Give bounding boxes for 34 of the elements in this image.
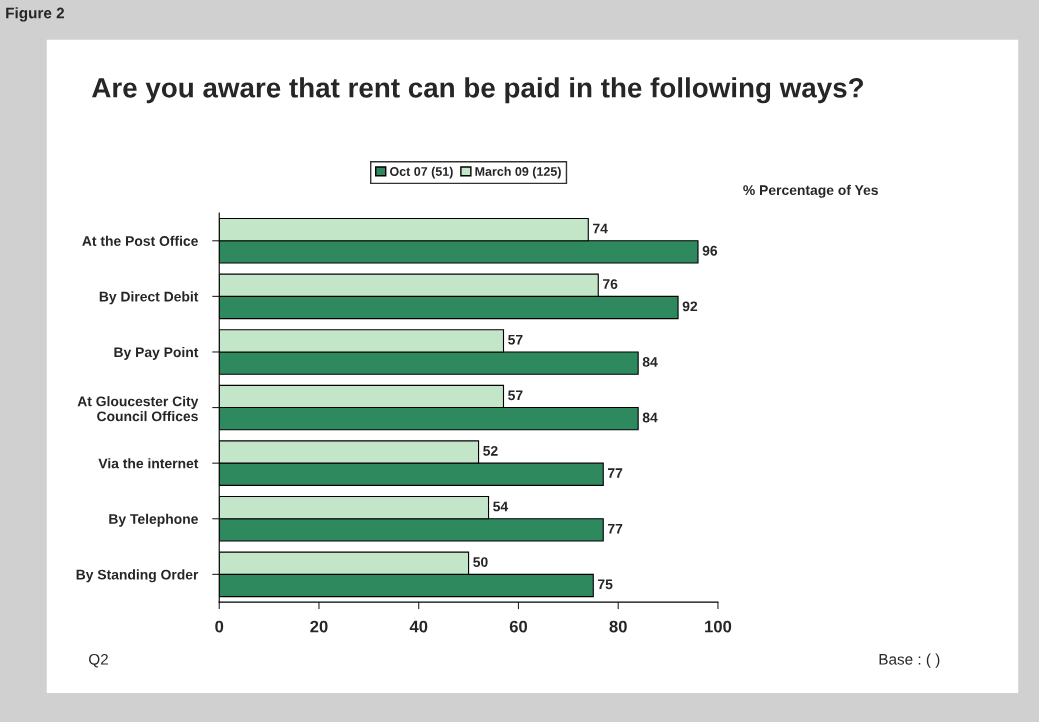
data-label: 74 — [593, 223, 608, 234]
data-label: 84 — [642, 412, 658, 423]
data-label: 92 — [682, 301, 698, 312]
y-tick-label: At the Post Office — [82, 235, 198, 246]
chart-title: Are you aware that rent can be paid in the following ways? — [92, 77, 864, 104]
text: Q2 — [89, 653, 108, 668]
x-tick-label: 100 — [705, 620, 732, 633]
legend-label: March 09 (125) — [475, 166, 561, 179]
y-tick-label: By Standing Order — [76, 569, 199, 583]
x-tick-label: 0 — [215, 620, 224, 633]
y-tick-label: By Telephone — [109, 513, 198, 527]
data-label: 76 — [603, 279, 618, 289]
x-tick-label: 80 — [609, 620, 627, 633]
text: Base : ( ) — [879, 653, 940, 668]
caption: Figure 2 — [6, 7, 65, 22]
data-label: 96 — [702, 245, 718, 256]
text: % Percentage of Yes — [743, 184, 878, 198]
x-tick-label: 60 — [509, 620, 528, 633]
y-tick-label: By Pay Point — [114, 346, 199, 360]
data-label: 54 — [493, 501, 509, 512]
data-label: 77 — [608, 523, 623, 534]
x-tick-label: 40 — [409, 620, 428, 633]
data-label: 77 — [608, 468, 623, 478]
y-tick-label: At Gloucester City Council Offices — [77, 396, 199, 422]
y-tick-label: Via the internet — [98, 458, 199, 469]
data-label: 52 — [483, 445, 498, 456]
data-label: 50 — [473, 557, 488, 567]
data-label: 57 — [508, 334, 523, 345]
data-label: 84 — [642, 356, 658, 367]
legend-label: Oct 07 (51) — [389, 166, 453, 179]
x-tick-label: 20 — [310, 620, 328, 633]
y-tick-label: By Direct Debit — [99, 291, 199, 305]
data-label: 75 — [598, 579, 613, 590]
data-label: 57 — [508, 390, 523, 401]
